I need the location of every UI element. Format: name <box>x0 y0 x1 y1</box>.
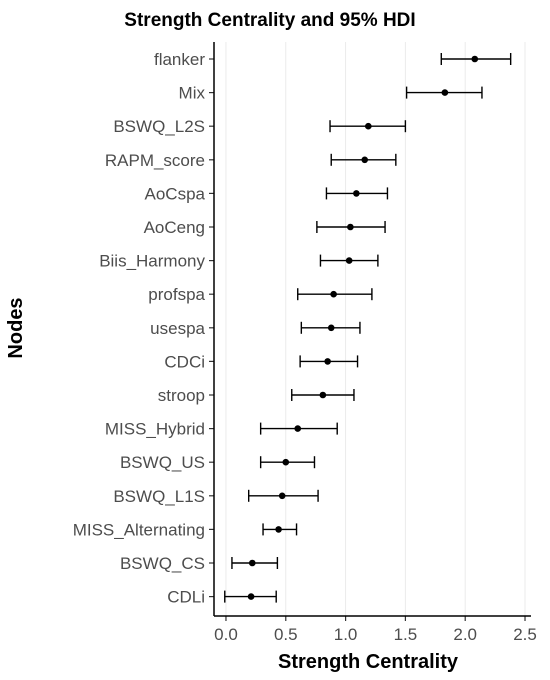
node-aocspa <box>325 187 389 200</box>
node-stroop <box>291 389 355 401</box>
y-tick-label: RAPM_score <box>105 151 205 170</box>
y-tick-label: BSWQ_CS <box>120 554 205 573</box>
estimate-point <box>282 458 290 466</box>
y-axis-title: Nodes <box>5 297 27 358</box>
estimate-point <box>353 190 360 197</box>
node-mix <box>405 86 483 99</box>
estimate-point <box>248 559 256 567</box>
y-tick-label: AoCeng <box>144 218 205 237</box>
estimate-point <box>319 391 327 399</box>
estimate-point <box>275 526 282 533</box>
x-tick-label: 1.5 <box>394 625 418 644</box>
estimate-point <box>324 358 331 365</box>
x-tick-label: 0.0 <box>214 625 238 644</box>
y-tick-label: CDLi <box>167 588 205 607</box>
node-miss-hybrid <box>259 422 338 435</box>
node-aoceng <box>316 221 386 233</box>
y-tick-label: CDCi <box>164 352 205 371</box>
node-cdci <box>299 355 359 368</box>
estimate-point <box>365 122 372 130</box>
estimate-point <box>330 290 337 298</box>
node-cdli <box>224 590 277 603</box>
y-tick-label: profspa <box>148 285 205 304</box>
y-tick-label: BSWQ_US <box>120 453 205 472</box>
node-bswq-l2s <box>329 120 407 133</box>
estimate-point <box>278 492 286 500</box>
node-biis-harmony <box>319 254 379 267</box>
estimate-point <box>327 324 335 332</box>
x-tick-label: 0.5 <box>274 625 298 644</box>
y-tick-label: MISS_Alternating <box>73 520 205 539</box>
y-tick-label: BSWQ_L1S <box>113 487 205 506</box>
estimate-point <box>247 593 255 600</box>
estimate-point <box>345 257 353 264</box>
x-tick-label: 1.0 <box>334 625 358 644</box>
estimate-point <box>441 89 449 96</box>
y-tick-label: MISS_Hybrid <box>105 420 205 439</box>
estimate-point <box>471 55 479 63</box>
x-axis-ticks: 0.0 0.5 1.0 1.5 2.0 2.5 <box>214 616 537 644</box>
node-profspa <box>297 288 373 301</box>
gridlines <box>225 42 526 616</box>
y-tick-label: Mix <box>179 84 206 103</box>
estimate-point <box>347 223 354 231</box>
y-tick-label: BSWQ_L2S <box>113 117 205 136</box>
estimate-point <box>294 425 302 432</box>
estimate-point <box>361 156 369 164</box>
chart-title: Strength Centrality and 95% HDI <box>124 10 415 31</box>
y-tick-label: usespa <box>150 319 205 338</box>
x-tick-label: 2.0 <box>453 625 477 644</box>
data-marks <box>224 53 512 603</box>
node-bswq-us <box>259 456 316 469</box>
y-tick-label: flanker <box>154 50 205 69</box>
x-tick-label: 2.5 <box>513 625 537 644</box>
node-miss-alternating <box>262 523 298 536</box>
y-tick-label: Biis_Harmony <box>99 252 205 271</box>
node-flanker <box>440 53 512 65</box>
node-usespa <box>300 321 361 334</box>
y-tick-label: AoCspa <box>145 184 206 203</box>
x-axis-title: Strength Centrality <box>278 651 459 673</box>
node-rapm-score <box>330 153 397 166</box>
y-axis-ticks: flanker Mix BSWQ_L2S RAPM_score AoCspa AoCeng… <box>73 50 214 607</box>
y-tick-label: stroop <box>158 386 205 405</box>
node-bswq-l1s <box>247 489 319 502</box>
node-bswq-cs <box>231 557 279 569</box>
